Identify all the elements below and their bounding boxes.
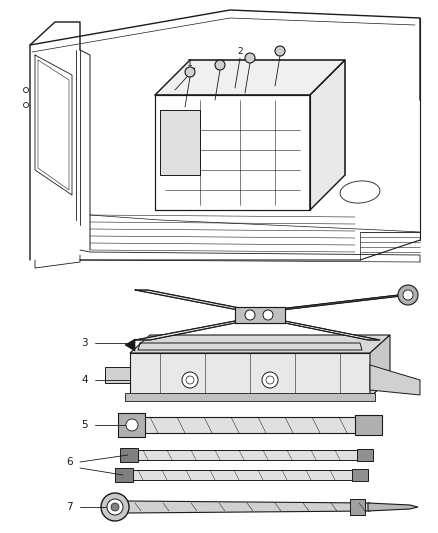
Text: 7: 7 — [67, 502, 73, 512]
Circle shape — [111, 503, 119, 511]
Circle shape — [398, 285, 418, 305]
Circle shape — [24, 102, 28, 108]
Circle shape — [263, 310, 273, 320]
Polygon shape — [270, 295, 410, 310]
Polygon shape — [368, 503, 418, 511]
Polygon shape — [138, 343, 362, 350]
Polygon shape — [125, 393, 375, 401]
Text: 1: 1 — [187, 59, 193, 68]
Polygon shape — [370, 335, 390, 397]
Polygon shape — [128, 450, 365, 460]
Polygon shape — [310, 60, 345, 210]
Circle shape — [107, 499, 123, 515]
Polygon shape — [370, 365, 420, 395]
Polygon shape — [357, 449, 373, 461]
Polygon shape — [120, 448, 138, 462]
Polygon shape — [135, 290, 250, 310]
Polygon shape — [235, 307, 285, 323]
Text: 2: 2 — [237, 47, 243, 56]
Circle shape — [245, 310, 255, 320]
Polygon shape — [127, 501, 370, 513]
Text: 6: 6 — [67, 457, 73, 467]
Circle shape — [245, 53, 255, 63]
Text: 3: 3 — [81, 338, 88, 348]
Circle shape — [182, 372, 198, 388]
Polygon shape — [135, 320, 250, 340]
Polygon shape — [160, 110, 200, 175]
Polygon shape — [355, 415, 382, 435]
Circle shape — [215, 60, 225, 70]
Polygon shape — [155, 60, 345, 95]
Polygon shape — [130, 335, 390, 353]
Polygon shape — [105, 367, 130, 383]
Polygon shape — [352, 469, 368, 481]
Polygon shape — [118, 413, 145, 437]
Polygon shape — [270, 320, 380, 340]
Circle shape — [186, 376, 194, 384]
Circle shape — [262, 372, 278, 388]
Circle shape — [403, 290, 413, 300]
Circle shape — [24, 87, 28, 93]
Polygon shape — [123, 470, 360, 480]
Polygon shape — [130, 353, 370, 397]
Polygon shape — [125, 339, 135, 351]
Polygon shape — [155, 95, 310, 210]
Circle shape — [126, 419, 138, 431]
Text: 5: 5 — [81, 420, 88, 430]
Polygon shape — [130, 417, 370, 433]
Circle shape — [275, 46, 285, 56]
Circle shape — [266, 376, 274, 384]
Polygon shape — [350, 499, 365, 515]
Text: 4: 4 — [81, 375, 88, 385]
Polygon shape — [115, 468, 133, 482]
Circle shape — [185, 67, 195, 77]
Circle shape — [101, 493, 129, 521]
